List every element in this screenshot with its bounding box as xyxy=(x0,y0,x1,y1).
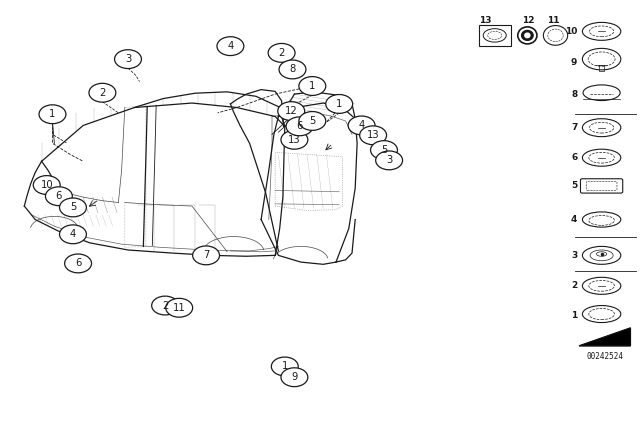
Text: 10: 10 xyxy=(40,180,53,190)
Circle shape xyxy=(89,83,116,102)
Ellipse shape xyxy=(488,31,502,39)
Circle shape xyxy=(278,102,305,121)
Circle shape xyxy=(281,130,308,149)
Circle shape xyxy=(299,112,326,130)
FancyBboxPatch shape xyxy=(586,181,617,190)
Circle shape xyxy=(326,95,353,113)
Circle shape xyxy=(152,296,179,315)
Text: 6: 6 xyxy=(75,258,81,268)
Text: 7: 7 xyxy=(571,123,577,132)
Text: 5: 5 xyxy=(571,181,577,190)
Text: 3: 3 xyxy=(571,251,577,260)
Text: 12: 12 xyxy=(285,106,298,116)
Ellipse shape xyxy=(582,149,621,166)
Circle shape xyxy=(115,50,141,69)
Ellipse shape xyxy=(589,26,614,37)
Text: 11: 11 xyxy=(547,16,560,25)
Text: 3: 3 xyxy=(386,155,392,165)
Circle shape xyxy=(193,246,220,265)
Circle shape xyxy=(376,151,403,170)
Text: 4: 4 xyxy=(227,41,234,51)
Ellipse shape xyxy=(582,212,621,227)
Circle shape xyxy=(348,116,375,135)
Circle shape xyxy=(65,254,92,273)
Text: 2: 2 xyxy=(571,281,577,290)
Ellipse shape xyxy=(483,29,506,42)
Text: 4: 4 xyxy=(358,121,365,130)
Circle shape xyxy=(299,77,326,95)
Text: 1: 1 xyxy=(571,311,577,320)
Ellipse shape xyxy=(582,119,621,137)
Text: 8: 8 xyxy=(289,65,296,74)
Circle shape xyxy=(360,126,387,145)
Circle shape xyxy=(33,176,60,194)
Text: 1: 1 xyxy=(309,81,316,91)
Ellipse shape xyxy=(589,309,614,320)
Circle shape xyxy=(39,105,66,124)
Text: 7: 7 xyxy=(203,250,209,260)
Text: 1: 1 xyxy=(336,99,342,109)
Text: 13: 13 xyxy=(288,135,301,145)
Ellipse shape xyxy=(596,252,607,256)
Ellipse shape xyxy=(583,85,620,100)
Circle shape xyxy=(60,198,86,217)
Text: 1: 1 xyxy=(49,109,56,119)
Text: 2: 2 xyxy=(99,88,106,98)
Ellipse shape xyxy=(518,27,537,44)
Ellipse shape xyxy=(548,29,563,42)
Text: 5: 5 xyxy=(309,116,316,126)
Text: 00242524: 00242524 xyxy=(586,352,623,361)
Text: 12: 12 xyxy=(522,16,534,25)
FancyBboxPatch shape xyxy=(580,179,623,193)
Ellipse shape xyxy=(589,152,614,163)
Ellipse shape xyxy=(590,250,613,261)
Circle shape xyxy=(281,368,308,387)
Ellipse shape xyxy=(582,48,621,70)
Text: 5: 5 xyxy=(381,145,387,155)
Text: 4: 4 xyxy=(571,215,577,224)
Circle shape xyxy=(286,117,313,136)
Text: 13: 13 xyxy=(367,130,380,140)
Text: 5: 5 xyxy=(70,202,76,212)
Circle shape xyxy=(268,43,295,62)
Circle shape xyxy=(279,60,306,79)
Text: 9: 9 xyxy=(291,372,298,382)
Text: 3: 3 xyxy=(125,54,131,64)
Ellipse shape xyxy=(582,306,621,323)
Ellipse shape xyxy=(582,246,621,264)
Bar xyxy=(479,25,511,46)
Text: 4: 4 xyxy=(70,229,76,239)
Text: 10: 10 xyxy=(565,27,577,36)
Text: 6: 6 xyxy=(56,191,62,201)
Circle shape xyxy=(371,141,397,159)
Circle shape xyxy=(271,357,298,376)
Text: 6: 6 xyxy=(296,121,303,131)
Ellipse shape xyxy=(582,277,621,294)
Text: 2: 2 xyxy=(278,48,285,58)
Circle shape xyxy=(60,225,86,244)
Text: 2: 2 xyxy=(162,301,168,310)
Circle shape xyxy=(166,298,193,317)
Text: 6: 6 xyxy=(571,153,577,162)
Circle shape xyxy=(45,187,72,206)
Text: 9: 9 xyxy=(571,58,577,67)
Ellipse shape xyxy=(589,280,614,291)
Ellipse shape xyxy=(543,26,568,45)
Polygon shape xyxy=(579,328,630,346)
Text: 1: 1 xyxy=(282,362,288,371)
Ellipse shape xyxy=(588,52,615,66)
Text: 13: 13 xyxy=(479,16,492,25)
Text: 8: 8 xyxy=(571,90,577,99)
Ellipse shape xyxy=(522,30,533,40)
Ellipse shape xyxy=(589,122,614,133)
Ellipse shape xyxy=(525,33,530,38)
Text: 11: 11 xyxy=(173,303,186,313)
Ellipse shape xyxy=(589,215,614,225)
Circle shape xyxy=(217,37,244,56)
Ellipse shape xyxy=(582,22,621,40)
